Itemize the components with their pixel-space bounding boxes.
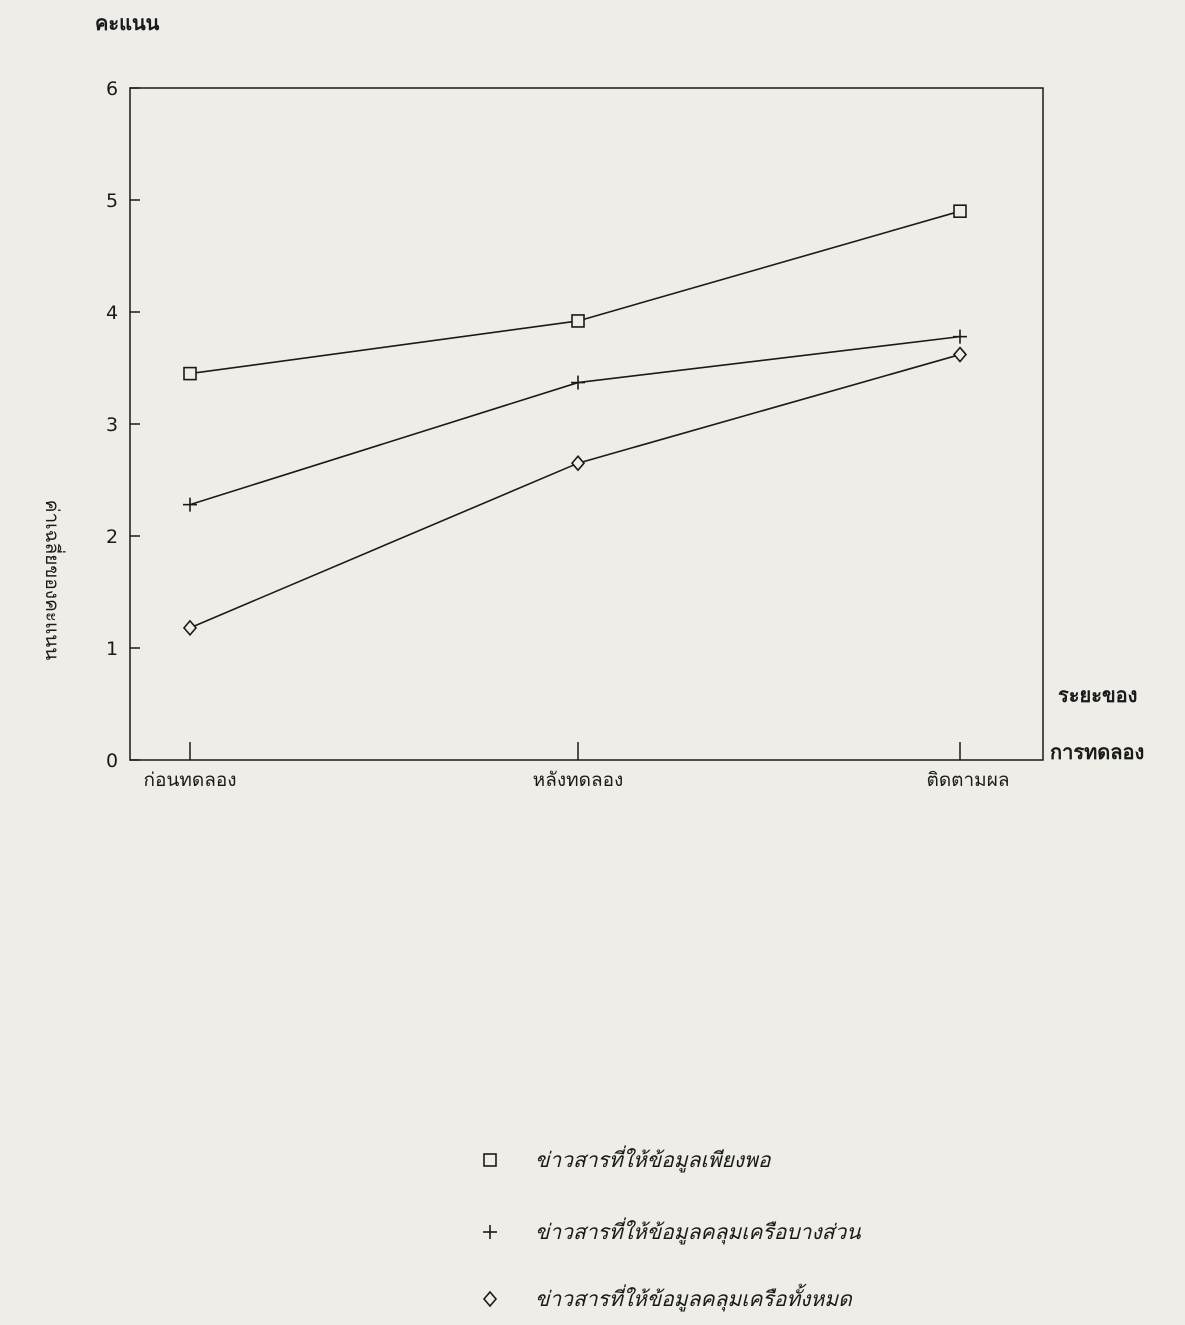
series-layer [182,204,968,637]
legend: ข่าวสารที่ให้ข้อมูลเพียงพอข่าวสารที่ให้ข… [482,1145,861,1312]
data-point-plus [571,375,585,390]
series-line-3 [189,353,961,629]
legend-entry-label: ข่าวสารที่ให้ข้อมูลคลุมเครือทั้งหมด [535,1283,853,1312]
y-unit-label: คะแนน [95,11,160,35]
data-point-square [571,314,585,328]
legend-entry-label: ข่าวสารที่ให้ข้อมูลคลุมเครือบางส่วน [535,1217,861,1245]
x-tick-label: ก่อนทดลอง [143,769,236,791]
legend-entry-label: ข่าวสารที่ให้ข้อมูลเพียงพอ [535,1145,772,1173]
plot-frame [129,87,1044,761]
data-point-plus [953,329,967,344]
x-tick-label: ติดตามผล [927,769,1010,791]
legend-marker-square [483,1153,497,1167]
y-axis: 0 1 2 3 4 5 6 [106,78,140,772]
series-line-1 [189,210,961,375]
y-tick-label: 1 [106,638,118,660]
y-tick-label: 3 [106,414,118,436]
data-point-plus [183,497,197,512]
y-tick-label: 5 [106,190,118,212]
y-tick-label: 4 [106,302,118,324]
data-point-diamond [952,346,968,363]
legend-marker-diamond [482,1290,498,1308]
legend-marker-plus [483,1225,497,1239]
data-point-square [953,204,967,218]
data-point-square [183,366,197,381]
x-axis-label-line1: ระยะของ [1058,683,1137,707]
x-tick-label: หลังทดลอง [533,769,624,791]
y-tick-label: 6 [106,78,118,100]
data-point-diamond [570,454,586,472]
y-tick-label: 0 [106,750,118,772]
y-axis-label: ค่าเฉลี่ยของคะแนน [41,500,66,660]
series-line-2 [189,335,961,506]
data-point-diamond [182,619,198,637]
x-axis: ก่อนทดลอง หลังทดลอง ติดตามผล [143,742,1010,791]
x-axis-label-line2: การทดลอง [1050,740,1144,764]
y-tick-label: 2 [106,526,118,548]
